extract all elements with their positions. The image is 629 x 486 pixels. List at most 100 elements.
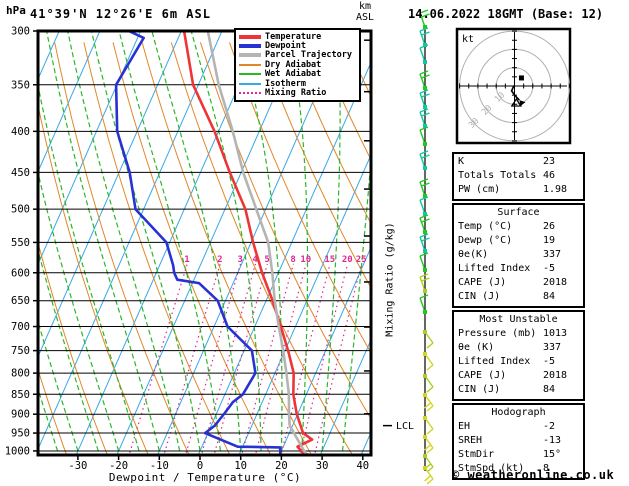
- mixing-ratio-value-label: 8: [290, 255, 295, 265]
- mixing-ratio-value-label: 15: [324, 255, 335, 265]
- index-row: StmDir 15°: [454, 448, 583, 462]
- wind-barb-staff: [419, 129, 426, 145]
- hodograph-trace: [510, 85, 520, 101]
- legend-row: Dry Adiabat: [239, 59, 356, 70]
- pressure-tick-label: 500: [11, 204, 30, 216]
- index-value: -13: [543, 435, 562, 446]
- mixing-ratio-value-label: 1: [184, 255, 189, 265]
- index-value: 8: [543, 463, 550, 474]
- wind-barb-feather: [426, 478, 434, 485]
- index-value: -5: [543, 356, 556, 367]
- index-row: θe(K) 337: [454, 248, 583, 262]
- dry-adiabat-line: [229, 42, 370, 353]
- index-row: K 23: [454, 155, 583, 169]
- temp-tick-label: -30: [68, 460, 87, 472]
- index-value: 1013: [543, 328, 568, 339]
- wind-barb-staff: [419, 199, 426, 215]
- dewpoint-curve: [114, 32, 282, 454]
- indices-table-hodograph: Hodograph EH -2 SREH -13 StmDir 15° StmSpd (kt)…: [452, 403, 585, 480]
- wind-barb-staff: [419, 181, 426, 197]
- x-axis-title: Dewpoint / Temperature (°C): [108, 471, 302, 484]
- dry-adiabat-line: [316, 42, 370, 159]
- pressure-unit-label: hPa: [6, 4, 26, 17]
- wet-adiabat-line: [151, 32, 242, 451]
- wind-barb-staff: [424, 375, 434, 388]
- index-row: EH -2: [454, 420, 583, 434]
- wet-adiabat-line: [39, 174, 120, 452]
- table-title: Hodograph: [491, 407, 546, 418]
- dry-adiabat-line: [287, 42, 370, 223]
- index-label: Totals Totals: [458, 170, 537, 181]
- wind-barb-staff: [419, 30, 426, 46]
- legend-label: Wet Adiabat: [265, 69, 322, 80]
- pressure-tick-label: 900: [11, 409, 30, 421]
- index-value: 46: [543, 170, 556, 181]
- legend-swatch-mixing-ratio: [239, 92, 261, 95]
- wind-barb-feather: [421, 112, 430, 117]
- wind-barb-feather: [421, 74, 430, 79]
- isotherm-line: [39, 32, 101, 171]
- legend-label: Mixing Ratio: [265, 88, 327, 99]
- pressure-tick-label: 450: [11, 167, 30, 179]
- dry-adiabat-line: [258, 42, 370, 287]
- wind-barb-staff: [419, 276, 426, 292]
- pressure-tick-label: 400: [11, 126, 30, 138]
- wet-adiabat-line: [237, 32, 283, 451]
- mixing-ratio-line: [214, 263, 268, 453]
- index-value: 337: [543, 249, 562, 260]
- wind-barb-staff: [419, 12, 426, 28]
- legend-row: Mixing Ratio: [239, 88, 356, 99]
- wet-adiabat-line: [46, 32, 160, 452]
- wind-barb-feather: [426, 342, 434, 349]
- wet-adiabat-line: [288, 32, 309, 451]
- wind-barb-feather: [426, 405, 434, 412]
- dry-adiabat-line: [39, 107, 149, 454]
- pressure-tick-label: 300: [11, 26, 30, 38]
- indices-table: K 23 Totals Totals 46 PW (cm) 1.98: [452, 152, 585, 201]
- dry-adiabat-line: [39, 371, 67, 454]
- index-value: 84: [543, 384, 556, 395]
- mixing-ratio-value-label: 10: [300, 255, 311, 265]
- wind-barb-staff: [419, 297, 426, 313]
- index-label: Pressure (mb): [458, 328, 537, 339]
- wind-barb-staff: [419, 92, 426, 108]
- wet-adiabat-line: [91, 32, 201, 452]
- index-label: EH: [458, 421, 471, 432]
- legend-swatch-parcel-trajectory: [239, 53, 261, 58]
- temp-tick-label: -10: [150, 460, 169, 472]
- legend-swatch-wet-adiabat: [239, 73, 261, 76]
- legend-swatch-temperature: [239, 34, 261, 39]
- index-row: CAPE (J) 2018: [454, 276, 583, 290]
- wind-barb: [423, 374, 434, 393]
- index-row: Dewp (°C) 19: [454, 234, 583, 248]
- legend-swatch-dry-adiabat: [239, 63, 261, 66]
- indices-tables: K 23 Totals Totals 46 PW (cm) 1.98 Surface Temp…: [452, 152, 585, 482]
- altitude-unit-label: km: [359, 1, 372, 12]
- wet-adiabat-line: [67, 32, 181, 452]
- wind-barb: [419, 294, 429, 314]
- pressure-tick-label: 1000: [5, 445, 30, 457]
- pressure-tick-label: 700: [11, 321, 30, 333]
- pressure-tick-label: 600: [11, 267, 30, 279]
- wind-barb-staff: [419, 111, 426, 127]
- legend-label: Dry Adiabat: [265, 59, 322, 70]
- index-value: 23: [543, 156, 556, 167]
- mixing-ratio-value-label: 20: [342, 255, 353, 265]
- wet-adiabat-line: [39, 251, 99, 452]
- wind-barb-feather: [419, 294, 429, 299]
- index-label: StmDir: [458, 449, 495, 460]
- wind-barb: [423, 466, 434, 485]
- pressure-tick-label: 800: [11, 368, 30, 380]
- wind-barb-feather: [421, 277, 430, 282]
- index-row: PW (cm) 1.98: [454, 183, 583, 197]
- wind-barb-feather: [421, 13, 430, 18]
- index-label: CAPE (J): [458, 370, 507, 381]
- wind-barb: [423, 352, 434, 371]
- wind-barb-staff: [424, 436, 434, 449]
- wind-barb: [423, 435, 434, 454]
- index-label: Lifted Index: [458, 356, 531, 367]
- wet-adiabat-line: [39, 389, 59, 452]
- wind-barb-feather: [419, 233, 429, 238]
- index-row: SREH -13: [454, 434, 583, 448]
